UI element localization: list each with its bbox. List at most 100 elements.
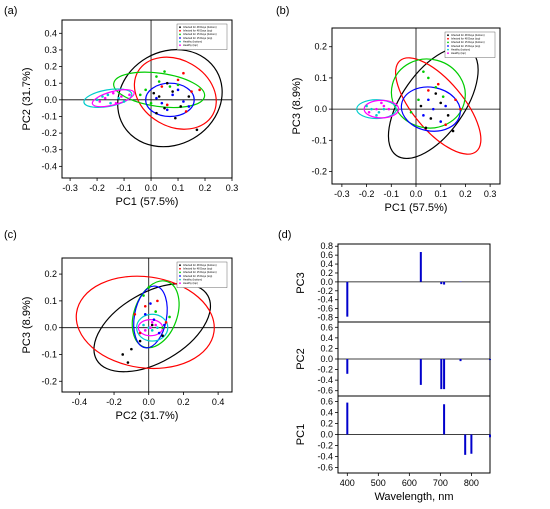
y-tick-label: 0.1	[314, 73, 327, 83]
y-tick-label: -0.1	[41, 349, 57, 359]
data-point	[182, 71, 185, 75]
data-point	[143, 304, 147, 308]
data-point	[122, 100, 126, 103]
legend-entry: Healthy (bottom)	[451, 47, 470, 51]
loading-bar	[346, 402, 349, 435]
legend: Infected for 48 Days (bottom) Infected fo…	[176, 261, 228, 288]
x-tick-label: 500	[371, 478, 386, 488]
x-tick-label: 0.1	[172, 183, 185, 193]
x-tick-label: -0.2	[106, 397, 122, 407]
y-tick-label: 0.0	[320, 430, 333, 440]
data-point	[143, 329, 147, 332]
loading-bar	[443, 404, 446, 435]
data-point	[157, 95, 161, 98]
y-tick-label: 0.0	[314, 104, 327, 114]
data-point	[409, 110, 413, 114]
data-point	[387, 107, 391, 111]
legend-entry: Healthy (top)	[183, 43, 198, 47]
loadings-subplot-pc3: 0.80.60.40.20.0-0.2-0.4-0.6-0.8 PC3	[295, 241, 491, 323]
y-tick-label: -0.1	[311, 135, 327, 145]
y-axis-title: PC3 (8.9%)	[291, 78, 303, 135]
data-point	[439, 120, 443, 123]
data-point	[367, 110, 371, 114]
legend-box	[176, 23, 228, 50]
data-point	[138, 93, 142, 97]
y-tick-label: 0.0	[44, 95, 57, 105]
y-tick-label: 0.2	[44, 62, 57, 72]
data-point	[155, 75, 158, 78]
x-tick-label: 0.2	[199, 183, 212, 193]
data-point	[161, 334, 164, 338]
data-point	[187, 105, 191, 108]
y-tick-label: 0.1	[44, 296, 57, 306]
data-point	[163, 70, 166, 73]
data-point	[101, 95, 104, 98]
confidence-ellipse	[363, 99, 400, 119]
scatter-panel-1: -0.3 -0.2 -0.1 0.0 0.1 0.2 0.3 -0.2 -0.1 0.0 0.1 0.…	[291, 27, 501, 214]
legend-marker	[179, 40, 181, 43]
data-point	[126, 361, 130, 364]
y-axis-title: PC2	[295, 348, 307, 369]
loading-bar	[346, 359, 349, 374]
loading-bar	[489, 434, 491, 438]
x-tick-label: 600	[402, 478, 417, 488]
data-point	[422, 70, 425, 73]
legend-marker	[447, 34, 449, 37]
y-tick-label: 0.6	[320, 250, 333, 260]
plot-area	[62, 258, 232, 392]
data-point	[171, 93, 174, 97]
data-point	[98, 100, 102, 103]
x-tick-label: 0.3	[226, 183, 239, 193]
data-point	[143, 312, 147, 316]
legend: Infected for 48 Days (bottom)Infected fo…	[176, 23, 228, 50]
data-point	[157, 331, 161, 335]
loading-bar	[419, 252, 422, 282]
y-tick-label: 0.2	[320, 343, 333, 353]
loading-bar	[489, 359, 491, 361]
data-point	[375, 107, 378, 111]
data-point	[427, 76, 430, 80]
legend-marker	[179, 264, 181, 267]
confidence-ellipse	[133, 56, 217, 130]
legend-entry: Infected for 15 Days (bottom)	[183, 32, 217, 36]
x-tick-label: 0.3	[484, 189, 497, 199]
data-point	[198, 88, 201, 92]
data-point	[184, 110, 188, 113]
data-point	[382, 104, 386, 108]
x-tick-label: 0.0	[142, 397, 155, 407]
legend-marker	[447, 45, 449, 47]
y-tick-label: -0.4	[317, 452, 333, 462]
panel-label: (a)	[4, 5, 17, 17]
y-tick-label: -0.6	[317, 304, 333, 314]
data-point	[165, 108, 169, 112]
data-point	[182, 100, 185, 103]
data-point	[160, 101, 164, 105]
y-tick-label: -0.2	[41, 376, 57, 386]
legend-marker	[447, 48, 449, 51]
legend-entry: Infected for 48 Days (bottom)	[183, 263, 217, 267]
data-point	[147, 286, 151, 289]
data-point	[434, 85, 438, 89]
legend-entry: Infected for 15 Days (top)	[183, 36, 212, 40]
data-point	[427, 89, 430, 92]
data-point	[138, 331, 142, 335]
plot-area	[62, 20, 232, 178]
data-point	[142, 294, 145, 297]
data-point	[163, 106, 166, 110]
legend-marker	[447, 41, 449, 44]
data-point	[114, 101, 118, 105]
y-tick-label: -0.2	[41, 128, 57, 138]
data-point	[161, 326, 164, 329]
y-tick-label: -0.2	[317, 365, 333, 375]
y-tick-label: 0.3	[44, 45, 57, 55]
y-tick-label: -0.4	[317, 375, 333, 385]
loading-bar	[440, 359, 443, 390]
y-tick-label: -0.6	[317, 386, 333, 396]
x-tick-label: 0.2	[459, 189, 472, 199]
loading-bar	[459, 359, 462, 362]
data-point	[444, 123, 447, 127]
loading-bar	[419, 359, 422, 385]
data-point	[150, 329, 154, 332]
legend-entry: Infected for 15 Days (bottom)	[183, 270, 217, 274]
y-tick-label: -0.8	[317, 313, 333, 323]
